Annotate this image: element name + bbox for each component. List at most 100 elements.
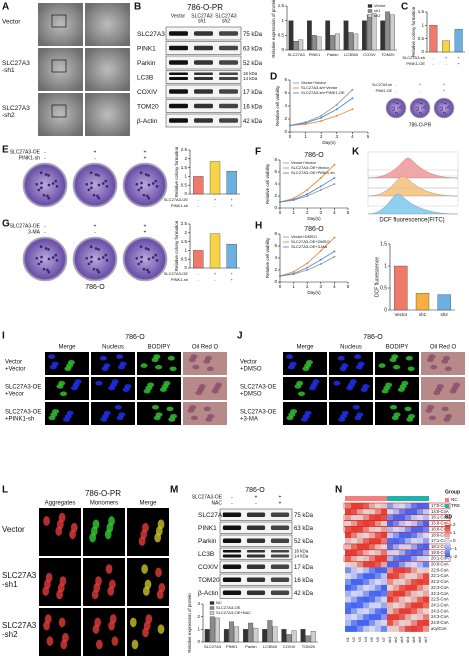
cell-signal <box>445 413 453 419</box>
condition-sign: + <box>230 271 233 276</box>
heatmap-cell <box>369 614 376 621</box>
kda-label: 14 kDa <box>243 76 258 81</box>
heatmap-cell <box>411 538 418 545</box>
heatmap-cell <box>417 573 424 580</box>
colony <box>140 260 143 264</box>
heatmap-cell <box>411 567 418 574</box>
heatmap-cell <box>417 543 424 550</box>
cell-signal <box>198 384 206 389</box>
y-tick-label: 1.5 <box>181 239 188 244</box>
heatmap-cell <box>381 584 388 591</box>
cell-signal <box>94 617 102 628</box>
condition-sign: + <box>144 223 147 229</box>
micrograph <box>329 402 373 425</box>
heatmap-cell <box>345 503 352 510</box>
cell-signal <box>118 412 126 417</box>
condition-sign: + <box>255 494 258 500</box>
colony <box>47 257 51 261</box>
x-axis-label: DCF fluorescence(FITC) <box>379 218 444 224</box>
cell-signal <box>189 404 197 410</box>
heatmap-cell <box>351 579 358 586</box>
panel-letter: K <box>352 147 360 158</box>
heatmap-cell <box>393 579 400 586</box>
colony <box>44 173 48 176</box>
condition-sign: + <box>144 155 147 161</box>
heatmap-cell <box>423 520 430 527</box>
colony <box>35 256 39 260</box>
cell-signal <box>203 406 211 412</box>
series-point <box>351 88 354 91</box>
cell-signal <box>58 380 66 386</box>
cell-signal <box>407 366 415 372</box>
column-label: Monomers <box>90 501 118 507</box>
heatmap-cell <box>387 508 394 515</box>
colony <box>418 112 421 114</box>
blot-band <box>169 60 188 65</box>
micrograph <box>83 558 125 606</box>
kda-label: 75 kDa <box>294 513 314 519</box>
colorbar-tick-label: 0 <box>453 538 456 543</box>
condition-sign: - <box>231 500 233 506</box>
em-image <box>85 48 130 91</box>
cell-signal <box>142 522 149 533</box>
heatmap-cell <box>363 596 370 603</box>
row-label: 22:0-CoA <box>431 567 449 572</box>
heatmap-cell <box>393 520 400 527</box>
micrograph <box>45 377 89 400</box>
column-label: sh3 <box>399 636 404 643</box>
bar <box>330 35 335 51</box>
colony <box>442 112 445 114</box>
y-tick-label: 1 <box>184 248 187 253</box>
cell-signal <box>108 516 115 526</box>
colony <box>393 106 396 108</box>
colony <box>87 262 91 266</box>
row-label: 24:2-CoA <box>431 608 449 613</box>
heatmap-cell <box>393 584 400 591</box>
colony <box>35 182 39 186</box>
column-label: Merge <box>58 345 76 351</box>
bar <box>348 32 354 51</box>
colony <box>140 255 143 259</box>
heatmap-cell <box>363 567 370 574</box>
colony <box>441 101 443 104</box>
colony <box>40 186 43 190</box>
colony <box>139 245 143 249</box>
heatmap-cell <box>387 625 394 632</box>
zoom-box <box>51 59 67 73</box>
column-label: BODIPY <box>386 345 409 351</box>
cell-signal <box>157 519 165 530</box>
colony <box>137 188 141 192</box>
cell-signal <box>114 404 122 410</box>
heatmap-cell <box>393 538 400 545</box>
cell-signal <box>391 354 399 359</box>
row-label: Vector <box>2 525 25 534</box>
colorbar-step <box>445 525 450 528</box>
x-tick-label: TOM20 <box>302 644 316 649</box>
heatmap-cell <box>369 620 376 627</box>
panel-letter: A <box>2 2 9 13</box>
condition-sign: - <box>419 89 421 93</box>
colony <box>440 109 442 111</box>
protein-label: TOM20 <box>198 577 220 584</box>
x-tick-label: Vector <box>394 312 407 317</box>
colorbar-step <box>445 545 450 548</box>
heatmap-cell <box>369 520 376 527</box>
blot-band <box>194 77 213 80</box>
colony <box>39 245 43 249</box>
y-tick-label: 1.5 <box>278 3 285 8</box>
heatmap-cell <box>363 555 370 562</box>
heatmap-cell <box>417 555 424 562</box>
x-tick-label: COXIV <box>283 644 296 649</box>
colony <box>397 107 399 109</box>
micrograph <box>283 352 327 375</box>
colony <box>441 106 444 108</box>
heatmap-cell <box>381 520 388 527</box>
cell-signal <box>58 617 66 628</box>
bar <box>353 33 359 51</box>
condition-name: PINK1-sh <box>171 203 188 208</box>
heatmap-cell <box>363 579 370 586</box>
blot-band <box>270 525 290 530</box>
colony <box>448 108 451 110</box>
bar <box>343 20 349 51</box>
heatmap-cell <box>357 625 364 632</box>
